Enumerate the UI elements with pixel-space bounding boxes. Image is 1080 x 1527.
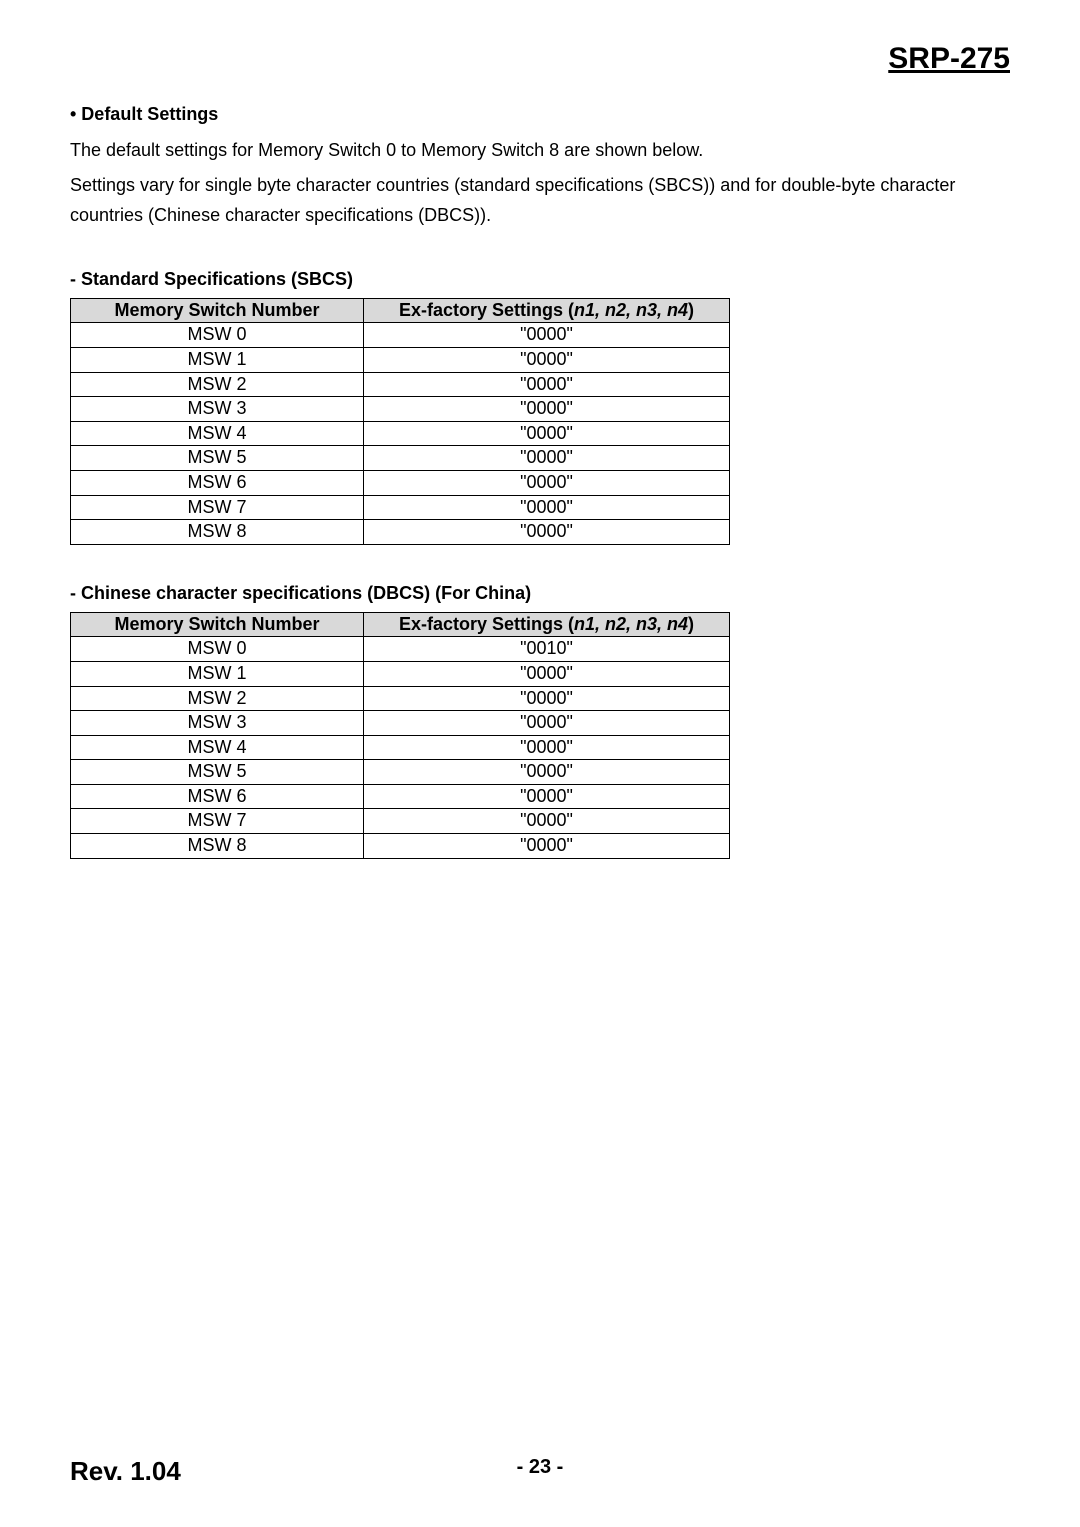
table-row: MSW 7"0000" <box>71 809 730 834</box>
cell-msw-value: "0000" <box>364 809 730 834</box>
col-header-settings-suffix: ) <box>688 300 694 320</box>
cell-msw-value: "0000" <box>364 686 730 711</box>
table-row: MSW 3"0000" <box>71 397 730 422</box>
cell-msw-value: "0010" <box>364 637 730 662</box>
cell-msw-value: "0000" <box>364 495 730 520</box>
table-row: MSW 6"0000" <box>71 784 730 809</box>
table-header-row: Memory Switch Number Ex-factory Settings… <box>71 298 730 323</box>
cell-msw-name: MSW 5 <box>71 446 364 471</box>
footer-page-number: - 23 - <box>517 1456 564 1479</box>
table-row: MSW 1"0000" <box>71 347 730 372</box>
cell-msw-value: "0000" <box>364 834 730 859</box>
section-heading-default-settings: • Default Settings <box>70 104 1010 125</box>
col-header-settings-suffix: ) <box>688 614 694 634</box>
table-row: MSW 0"0000" <box>71 323 730 348</box>
cell-msw-name: MSW 3 <box>71 711 364 736</box>
subheading-sbcs: - Standard Specifications (SBCS) <box>70 269 1010 290</box>
footer-revision: Rev. 1.04 <box>70 1456 181 1487</box>
cell-msw-value: "0000" <box>364 520 730 545</box>
cell-msw-value: "0000" <box>364 421 730 446</box>
page-footer: Rev. 1.04 - 23 - <box>70 1456 1010 1487</box>
subheading-dbcs: - Chinese character specifications (DBCS… <box>70 583 1010 604</box>
cell-msw-name: MSW 2 <box>71 686 364 711</box>
cell-msw-name: MSW 0 <box>71 323 364 348</box>
cell-msw-value: "0000" <box>364 323 730 348</box>
table-sbcs: Memory Switch Number Ex-factory Settings… <box>70 298 730 545</box>
cell-msw-name: MSW 4 <box>71 421 364 446</box>
cell-msw-name: MSW 8 <box>71 834 364 859</box>
cell-msw-value: "0000" <box>364 446 730 471</box>
cell-msw-name: MSW 0 <box>71 637 364 662</box>
cell-msw-name: MSW 7 <box>71 495 364 520</box>
table-row: MSW 0"0010" <box>71 637 730 662</box>
cell-msw-name: MSW 6 <box>71 470 364 495</box>
document-header-title: SRP-275 <box>70 42 1010 76</box>
col-header-settings-prefix: Ex-factory Settings ( <box>399 614 574 634</box>
cell-msw-name: MSW 1 <box>71 347 364 372</box>
table-row: MSW 1"0000" <box>71 661 730 686</box>
col-header-msw: Memory Switch Number <box>71 298 364 323</box>
cell-msw-name: MSW 8 <box>71 520 364 545</box>
table-row: MSW 4"0000" <box>71 421 730 446</box>
col-header-msw: Memory Switch Number <box>71 612 364 637</box>
cell-msw-name: MSW 3 <box>71 397 364 422</box>
cell-msw-value: "0000" <box>364 372 730 397</box>
cell-msw-name: MSW 5 <box>71 760 364 785</box>
table-row: MSW 5"0000" <box>71 760 730 785</box>
table-row: MSW 8"0000" <box>71 834 730 859</box>
cell-msw-value: "0000" <box>364 347 730 372</box>
cell-msw-value: "0000" <box>364 470 730 495</box>
table-row: MSW 8"0000" <box>71 520 730 545</box>
paragraph-intro-1: The default settings for Memory Switch 0… <box>70 135 1010 166</box>
col-header-settings-prefix: Ex-factory Settings ( <box>399 300 574 320</box>
cell-msw-name: MSW 1 <box>71 661 364 686</box>
cell-msw-value: "0000" <box>364 784 730 809</box>
col-header-settings: Ex-factory Settings (n1, n2, n3, n4) <box>364 298 730 323</box>
table-row: MSW 3"0000" <box>71 711 730 736</box>
paragraph-intro-2: Settings vary for single byte character … <box>70 170 1010 231</box>
cell-msw-name: MSW 4 <box>71 735 364 760</box>
cell-msw-name: MSW 2 <box>71 372 364 397</box>
table-row: MSW 5"0000" <box>71 446 730 471</box>
cell-msw-value: "0000" <box>364 735 730 760</box>
col-header-settings-italic: n1, n2, n3, n4 <box>574 614 688 634</box>
table-row: MSW 2"0000" <box>71 372 730 397</box>
table-header-row: Memory Switch Number Ex-factory Settings… <box>71 612 730 637</box>
page: SRP-275 • Default Settings The default s… <box>0 0 1080 1527</box>
table-dbcs: Memory Switch Number Ex-factory Settings… <box>70 612 730 859</box>
cell-msw-value: "0000" <box>364 760 730 785</box>
table-row: MSW 4"0000" <box>71 735 730 760</box>
table-row: MSW 7"0000" <box>71 495 730 520</box>
cell-msw-name: MSW 7 <box>71 809 364 834</box>
cell-msw-name: MSW 6 <box>71 784 364 809</box>
col-header-settings: Ex-factory Settings (n1, n2, n3, n4) <box>364 612 730 637</box>
table-row: MSW 2"0000" <box>71 686 730 711</box>
cell-msw-value: "0000" <box>364 661 730 686</box>
table-row: MSW 6"0000" <box>71 470 730 495</box>
cell-msw-value: "0000" <box>364 397 730 422</box>
cell-msw-value: "0000" <box>364 711 730 736</box>
col-header-settings-italic: n1, n2, n3, n4 <box>574 300 688 320</box>
